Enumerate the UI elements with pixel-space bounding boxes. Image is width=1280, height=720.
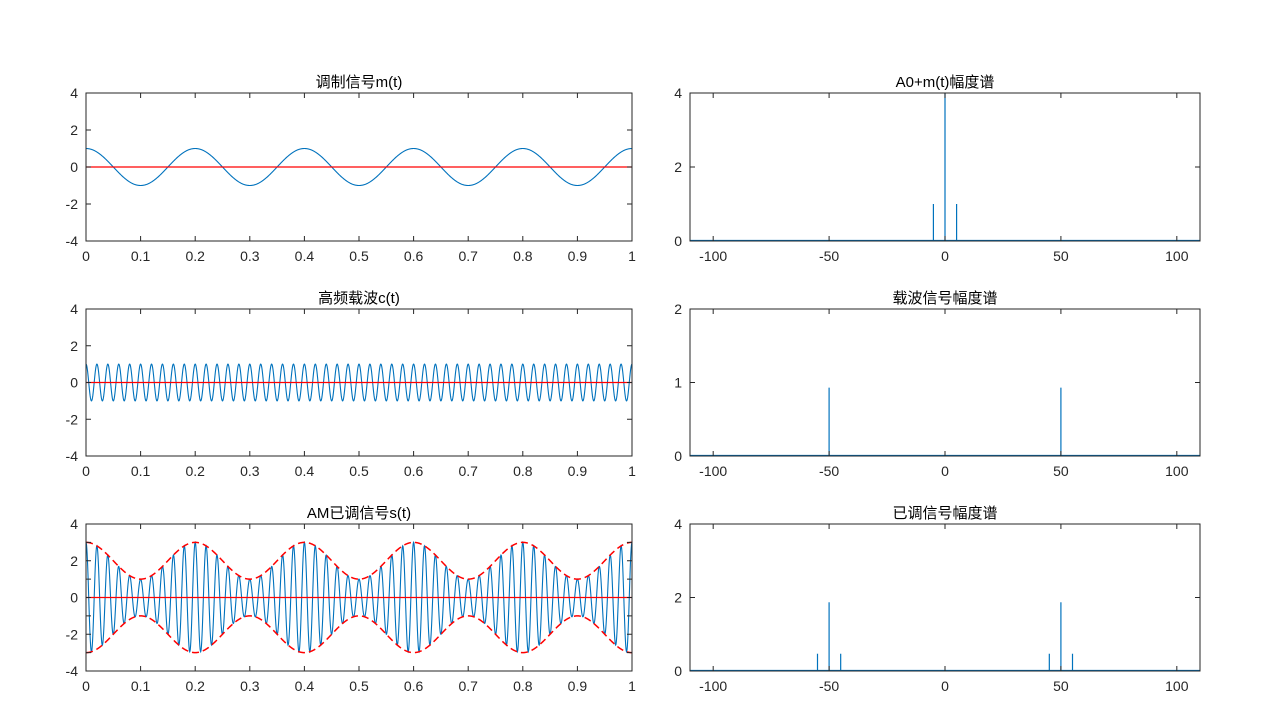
envelope-line [86,615,632,654]
x-tick-label: 0 [941,678,949,694]
x-tick-label: 0.5 [349,463,369,479]
y-tick-label: 2 [674,301,682,317]
x-tick-label: 0.6 [404,248,424,264]
x-tick-label: -100 [699,248,727,264]
x-tick-label: 50 [1053,248,1069,264]
y-tick-label: -4 [66,448,79,464]
y-tick-label: 0 [70,375,78,391]
plot-area [690,309,1200,456]
subplot-title: 已调信号幅度谱 [892,505,997,522]
signal-line [86,147,632,187]
y-tick-label: -2 [66,411,79,427]
x-tick-label: 100 [1165,678,1189,694]
y-tick-label: 0 [674,233,682,249]
data-layer [86,363,632,402]
x-tick-label: 0.7 [458,463,478,479]
x-tick-label: 0.7 [458,248,478,264]
y-tick-label: 4 [70,85,78,101]
x-tick-label: 0.9 [568,248,588,264]
x-tick-label: -100 [699,678,727,694]
subplot-title: 调制信号m(t) [316,74,403,91]
y-tick-label: 4 [70,301,78,317]
envelope-line [86,541,632,580]
subplot-4: -100 -50 0 50 100 0 1 2 载波信号幅度谱 [674,290,1201,479]
y-tick-label: 2 [70,122,78,138]
x-tick-label: 0 [82,248,90,264]
x-tick-label: 0.8 [513,463,533,479]
y-tick-label: 1 [674,375,682,391]
x-tick-label: -50 [819,678,839,694]
x-tick-label: 50 [1053,678,1069,694]
y-tick-label: 4 [70,516,78,532]
x-tick-label: 0.3 [240,248,260,264]
x-tick-label: 0.3 [240,463,260,479]
x-tick-label: 0.5 [349,678,369,694]
subplot-5: 0 0.1 0.2 0.3 0.4 0.5 0.6 0.7 0.8 0.9 1 -4 -2 0 2 4 AM已调… [66,505,637,694]
data-layer [86,540,632,654]
x-tick-label: 0.2 [185,248,205,264]
x-tick-label: 0.2 [185,678,205,694]
x-tick-label: 0.2 [185,463,205,479]
x-tick-label: 0.1 [131,248,151,264]
subplot-title: 高频载波c(t) [318,290,400,307]
x-tick-label: 0.1 [131,678,151,694]
y-tick-label: -4 [66,663,79,679]
x-tick-label: -100 [699,463,727,479]
x-tick-label: 0.1 [131,463,151,479]
y-tick-label: 2 [70,553,78,569]
x-tick-label: 0.9 [568,678,588,694]
x-tick-label: 0.4 [295,678,315,694]
x-tick-label: -50 [819,463,839,479]
x-tick-label: 0 [82,463,90,479]
x-tick-label: 0 [941,463,949,479]
y-tick-label: -2 [66,626,79,642]
x-tick-label: 0.3 [240,678,260,694]
y-tick-label: 0 [674,663,682,679]
y-tick-label: 0 [674,448,682,464]
x-tick-label: 0.6 [404,678,424,694]
subplot-3: 0 0.1 0.2 0.3 0.4 0.5 0.6 0.7 0.8 0.9 1 -4 -2 0 2 4 高频载波… [66,290,637,479]
x-tick-label: 0.5 [349,248,369,264]
subplot-title: AM已调信号s(t) [307,505,411,522]
x-tick-label: 0.9 [568,463,588,479]
y-tick-label: 0 [70,159,78,175]
signal-line [86,363,632,402]
plot-area [690,524,1200,671]
subplot-2: -100 -50 0 50 100 0 2 4 A0+m(t)幅度谱 [674,74,1201,264]
x-tick-label: 0.7 [458,678,478,694]
x-tick-label: 100 [1165,248,1189,264]
x-tick-label: 50 [1053,463,1069,479]
x-tick-label: 0.4 [295,463,315,479]
subplot-1: 0 0.1 0.2 0.3 0.4 0.5 0.6 0.7 0.8 0.9 1 -4 -2 0 2 4 调制信号… [66,74,637,264]
x-tick-label: 0.8 [513,248,533,264]
x-tick-label: 0.4 [295,248,315,264]
y-tick-label: 0 [70,590,78,606]
x-tick-label: 0.8 [513,678,533,694]
x-tick-label: 1 [628,463,636,479]
x-tick-label: 0 [82,678,90,694]
x-tick-label: 1 [628,248,636,264]
y-tick-label: 4 [674,516,682,532]
subplot-title: A0+m(t)幅度谱 [896,74,995,91]
subplot-6: -100 -50 0 50 100 0 2 4 已调信号幅度谱 [674,505,1201,694]
x-tick-label: 1 [628,678,636,694]
y-tick-label: 2 [674,590,682,606]
x-tick-label: 100 [1165,463,1189,479]
x-tick-label: -50 [819,248,839,264]
x-tick-label: 0 [941,248,949,264]
y-tick-label: 4 [674,85,682,101]
y-tick-label: -4 [66,233,79,249]
x-tick-label: 0.6 [404,463,424,479]
data-layer [86,147,632,187]
signal-line [86,540,632,654]
y-tick-label: -2 [66,196,79,212]
y-tick-label: 2 [674,159,682,175]
y-tick-label: 2 [70,338,78,354]
subplot-title: 载波信号幅度谱 [892,290,997,307]
